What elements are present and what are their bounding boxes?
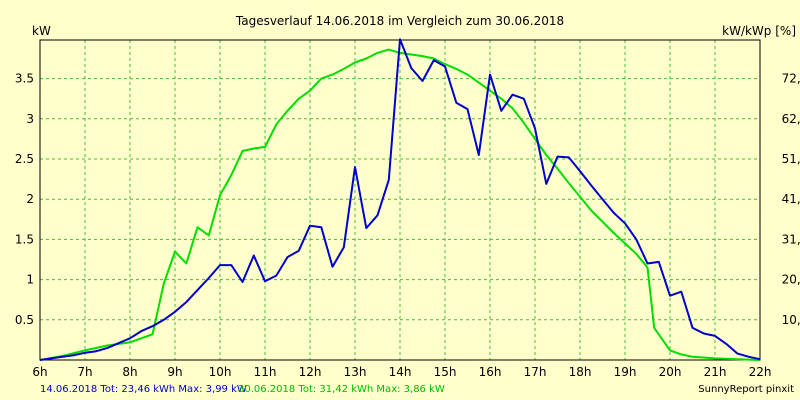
x-tick-label: 16h [479,365,502,379]
grid [40,40,760,360]
x-tick-label: 19h [614,365,637,379]
y-tick-label-left: 1 [26,273,34,287]
x-tick-label: 8h [122,365,137,379]
x-tick-label: 15h [434,365,457,379]
x-tick-label: 11h [254,365,277,379]
footer-credit: SunnyReport pinxit [698,384,794,395]
y-axis-left-label: kW [32,24,51,38]
legend-entry-30-06: 30.06.2018 Tot: 31,42 kWh Max: 3,86 kW [238,384,445,395]
series-layer [39,38,761,361]
y-axis-right-label: kW/kWp [%] [722,24,796,38]
y-tick-label-left: 1.5 [15,232,34,246]
y-tick-label-right: 41,3 [782,192,800,206]
x-tick-label: 13h [344,365,367,379]
x-tick-label: 14h [389,365,412,379]
x-tick-label: 20h [659,365,682,379]
y-tick-label-right: 20,7 [782,273,800,287]
x-tick-label: 18h [569,365,592,379]
y-tick-label-left: 3 [26,112,34,126]
x-tick-label: 6h [32,365,47,379]
legend-entry-14-06: 14.06.2018 Tot: 23,46 kWh Max: 3,99 kW [40,384,247,395]
y-tick-label-right: 10,3 [782,313,800,327]
x-tick-label: 22h [749,365,772,379]
series-line-14-06-2018 [39,38,761,361]
x-tick-label: 21h [704,365,727,379]
y-tick-label-left: 2 [26,192,34,206]
x-tick-label: 17h [524,365,547,379]
tick-labels: 6h 7h 8h 9h 10h 11h 12h 13h 14h 15h 16h 17h 18h 19h 20… [15,72,800,379]
chart-title: Tagesverlauf 14.06.2018 im Vergleich zum… [235,14,564,28]
y-tick-label-left: 2.5 [15,152,34,166]
y-tick-label-left: 0.5 [15,313,34,327]
y-tick-label-right: 72,3 [782,72,800,86]
x-tick-label: 7h [77,365,92,379]
y-tick-label-right: 51,7 [782,152,800,166]
x-tick-label: 12h [299,365,322,379]
y-tick-label-right: 31,0 [782,232,800,246]
y-tick-label-left: 3.5 [15,72,34,86]
x-tick-label: 10h [209,365,232,379]
y-tick-label-right: 62,0 [782,112,800,126]
x-tick-label: 9h [167,365,182,379]
